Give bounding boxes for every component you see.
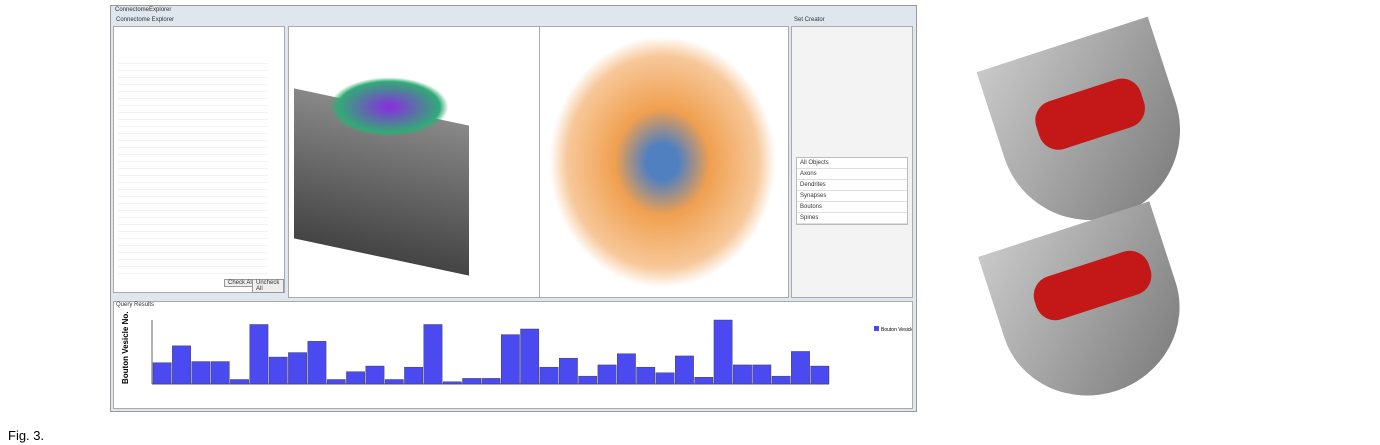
bar [713, 319, 733, 385]
set-item[interactable]: Synapses [797, 191, 907, 202]
bar [288, 352, 307, 385]
bar [520, 328, 540, 385]
bar [230, 379, 249, 385]
bar [172, 345, 191, 385]
bar [152, 362, 172, 385]
panel-title: Query Results [116, 302, 155, 308]
bar [404, 366, 424, 385]
window-title: ConnectomeExplorer [115, 7, 172, 13]
legend-swatch [874, 326, 879, 331]
bar [597, 364, 617, 385]
bar [384, 379, 404, 385]
bar [481, 378, 501, 385]
bar [694, 377, 714, 385]
button[interactable]: Uncheck All [252, 279, 284, 293]
tree-view [118, 57, 268, 277]
dendrite-render [1030, 73, 1151, 155]
bar [423, 324, 443, 385]
bar [771, 375, 791, 385]
bar [578, 375, 598, 385]
bar [442, 381, 462, 385]
dendrite-render [1028, 245, 1157, 326]
y-axis-label: Bouton Vesicle No. [121, 312, 130, 384]
set-item[interactable]: Dendrites [797, 180, 907, 191]
right-panel: Set Creator All Objects Axons Dendrites Syn… [791, 17, 913, 298]
graph-view [539, 26, 789, 298]
app-window: ConnectomeExplorer Connectome Explorer C… [110, 5, 917, 412]
volume-view [288, 26, 540, 298]
bar [307, 341, 327, 385]
panel-title: Set Creator [794, 17, 825, 23]
render-top [976, 16, 1204, 244]
bar [675, 355, 694, 385]
bottom-panel: Query Results Bouton Vesicle No. Bouton V… [113, 301, 913, 409]
bar [346, 371, 365, 385]
bar [249, 324, 269, 385]
bar [539, 366, 559, 385]
neurons-render [329, 77, 449, 137]
bar [655, 372, 675, 385]
bar [365, 365, 385, 385]
bar [791, 351, 810, 385]
set-item[interactable]: All Objects [797, 158, 907, 169]
bar [636, 366, 656, 385]
caption: Fig. 3. [8, 428, 45, 443]
bar [191, 361, 211, 385]
bar [210, 361, 230, 385]
panel-title: Connectome Explorer [116, 17, 175, 23]
set-list: All Objects Axons Dendrites Synapses Boutons… [796, 157, 908, 225]
legend-label: Bouton Vesicle No. [881, 327, 912, 333]
set-item[interactable]: Boutons [797, 202, 907, 213]
bar [810, 365, 830, 385]
bar [268, 356, 288, 385]
node-graph [550, 37, 775, 287]
histogram: Bouton Vesicle No. Bouton Vesicle No. [121, 312, 912, 385]
left-panel: Connectome Explorer Check All Uncheck Al… [113, 17, 285, 293]
render-bottom [978, 201, 1202, 419]
bar [733, 364, 752, 385]
set-item[interactable]: Spines [797, 213, 907, 224]
bar [500, 334, 520, 385]
bar [559, 357, 578, 385]
bar [752, 364, 772, 385]
set-item[interactable]: Axons [797, 169, 907, 180]
bar [326, 379, 346, 385]
bar [617, 353, 636, 385]
bar [462, 378, 482, 385]
